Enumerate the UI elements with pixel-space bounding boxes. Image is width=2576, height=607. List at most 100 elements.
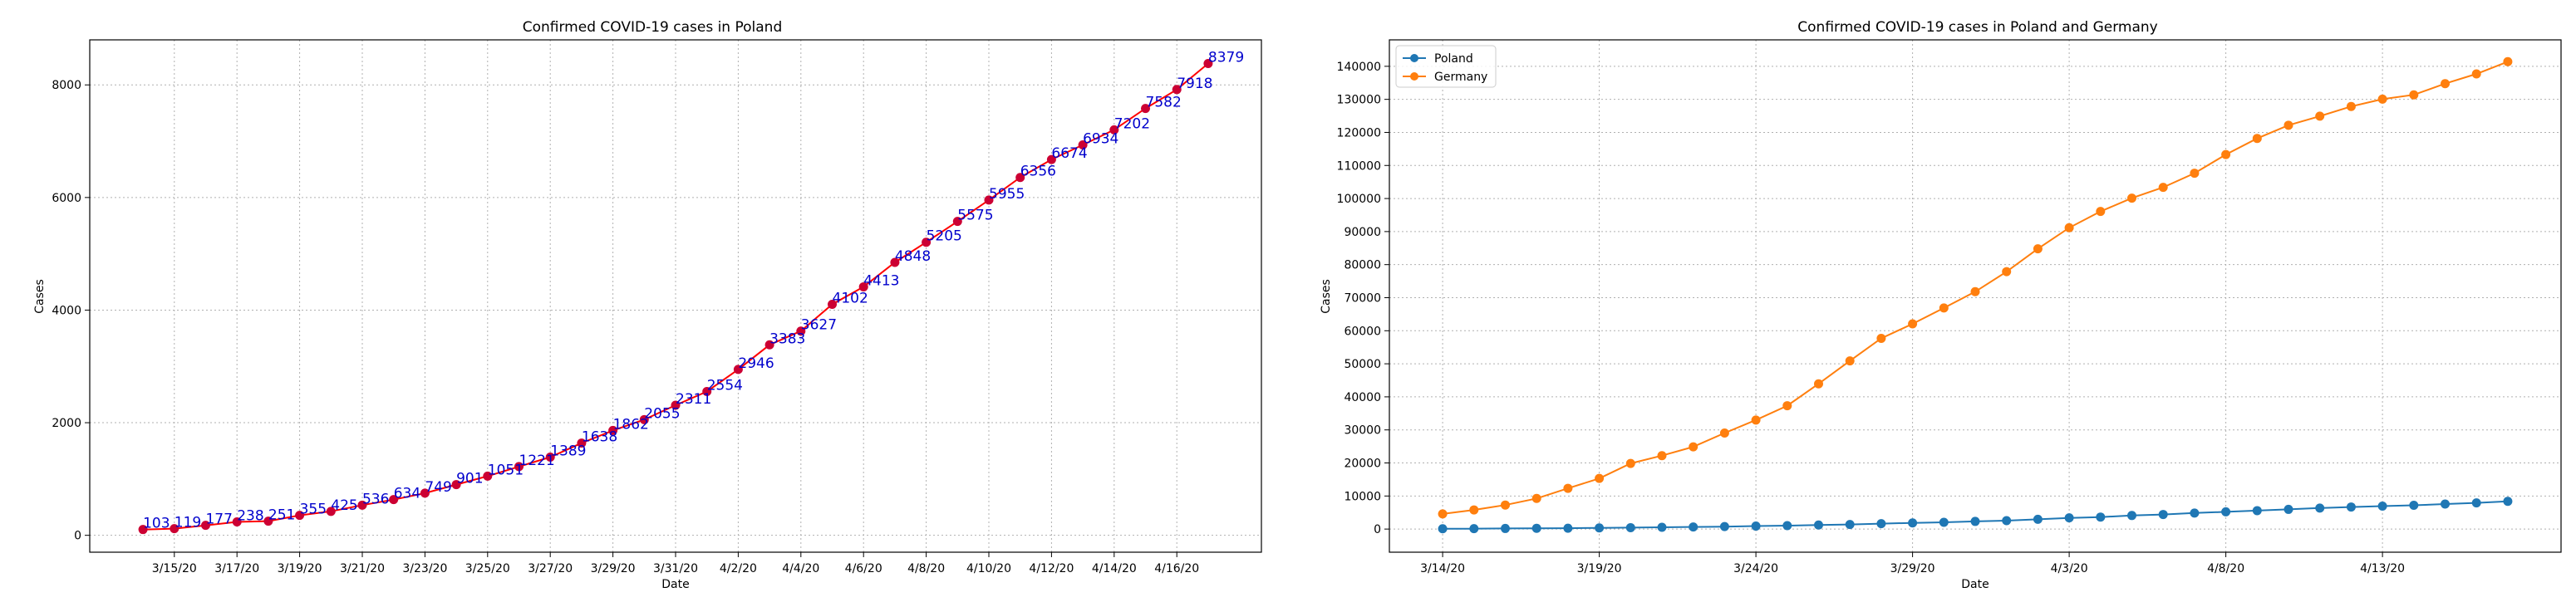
data-point: [1078, 140, 1088, 150]
data-point: [1813, 379, 1823, 389]
x-tick-label: 3/29/20: [591, 562, 636, 575]
data-point: [1689, 522, 1698, 532]
data-point: [1970, 516, 1980, 526]
data-point: [1625, 458, 1635, 468]
data-point: [2503, 497, 2513, 507]
x-tick-label: 4/10/20: [966, 562, 1011, 575]
data-label: 4413: [863, 272, 899, 289]
data-label: 425: [331, 497, 357, 514]
data-point: [1657, 522, 1667, 532]
data-point: [2471, 498, 2481, 508]
y-tick-label: 40000: [1344, 391, 1381, 404]
data-label: 5955: [989, 186, 1025, 203]
y-tick-label: 0: [74, 530, 81, 543]
data-point: [2221, 149, 2231, 159]
data-point: [2471, 69, 2481, 79]
data-label: 6934: [1083, 131, 1118, 148]
data-point: [2127, 511, 2137, 521]
data-label: 536: [362, 491, 389, 507]
data-label: 1389: [550, 443, 586, 459]
data-point: [2346, 101, 2356, 111]
data-point: [451, 480, 461, 490]
data-label: 7202: [1114, 115, 1150, 132]
data-point: [1500, 500, 1510, 510]
x-tick-label: 4/14/20: [1092, 562, 1137, 575]
data-point: [1015, 173, 1025, 183]
data-point: [1469, 524, 1479, 534]
poland-germany-chart: Confirmed COVID-19 cases in Poland and G…: [1320, 19, 2562, 591]
data-point: [1563, 483, 1573, 493]
x-tick-label: 3/29/20: [1890, 562, 1935, 575]
data-label: 119: [175, 515, 201, 531]
x-axis: 3/15/20 3/17/20 3/19/20 3/21/20 3/23/20 3/25/…: [152, 552, 1199, 575]
x-tick-label: 3/19/20: [278, 562, 322, 575]
legend: Poland Germany: [1395, 45, 1497, 88]
x-tick-label: 4/8/20: [2207, 562, 2244, 575]
data-point: [828, 300, 838, 310]
data-point: [1751, 415, 1761, 425]
data-point: [1970, 286, 1980, 296]
data-point: [1813, 520, 1823, 530]
x-tick-label: 4/12/20: [1029, 562, 1074, 575]
data-point: [2002, 516, 2012, 526]
data-point: [984, 195, 994, 205]
y-tick-label: 80000: [1344, 259, 1381, 272]
chart-title: Confirmed COVID-19 cases in Poland and G…: [1797, 19, 2157, 36]
data-label: 238: [237, 508, 263, 525]
data-point: [577, 438, 587, 448]
x-tick-label: 4/2/20: [720, 562, 757, 575]
data-point: [1876, 519, 1886, 529]
poland-chart: Confirmed COVID-19 cases in Poland 0 2000…: [33, 19, 1262, 591]
x-tick-label: 3/19/20: [1577, 562, 1622, 575]
x-tick-label: 4/8/20: [907, 562, 945, 575]
data-point: [2252, 134, 2262, 144]
data-label: 3383: [769, 330, 805, 347]
y-tick-label: 120000: [1337, 126, 1381, 140]
data-label: 4102: [833, 291, 868, 307]
x-tick-label: 3/14/20: [1420, 562, 1465, 575]
data-point: [1203, 59, 1213, 69]
data-point: [2064, 223, 2074, 233]
y-tick-label: 50000: [1344, 358, 1381, 371]
data-label: 1638: [582, 429, 617, 446]
grid: [90, 40, 1261, 552]
data-point: [1876, 333, 1886, 343]
x-tick-label: 4/6/20: [845, 562, 882, 575]
data-point: [2409, 500, 2419, 510]
data-point: [483, 471, 493, 481]
data-point: [357, 500, 367, 510]
data-point: [2190, 508, 2200, 518]
y-tick-label: 130000: [1337, 94, 1381, 107]
data-point: [1845, 356, 1855, 366]
data-point: [952, 217, 962, 227]
data-point: [2503, 56, 2513, 66]
data-label: 251: [268, 507, 295, 524]
data-point: [1939, 303, 1949, 313]
y-tick-label: 8000: [52, 79, 81, 92]
data-point: [1469, 505, 1479, 515]
x-tick-label: 4/16/20: [1154, 562, 1199, 575]
data-label: 4848: [895, 248, 931, 265]
data-point: [1046, 154, 1056, 164]
plot-frame: [1389, 39, 2562, 553]
data-label: 5575: [957, 208, 993, 224]
data-point: [2315, 503, 2325, 513]
data-label: 355: [300, 502, 327, 518]
data-point: [2190, 169, 2200, 179]
data-point: [389, 495, 399, 505]
data-point: [1595, 523, 1605, 533]
data-label: 6674: [1051, 145, 1087, 162]
data-point: [922, 237, 932, 247]
data-point: [796, 326, 806, 336]
x-tick-label: 4/3/20: [2051, 562, 2088, 575]
data-point: [545, 452, 555, 462]
data-label: 1862: [613, 416, 649, 433]
data-point: [2033, 244, 2043, 254]
y-tick-label: 110000: [1337, 159, 1381, 173]
data-point: [1141, 104, 1151, 114]
y-tick-label: 0: [1374, 523, 1381, 536]
data-point: [263, 516, 273, 526]
data-point: [1782, 521, 1792, 531]
y-axis: 0 10000 20000 30000 40000 50000 60000 70000 8000…: [1337, 61, 1389, 536]
data-label: 1051: [488, 462, 524, 478]
